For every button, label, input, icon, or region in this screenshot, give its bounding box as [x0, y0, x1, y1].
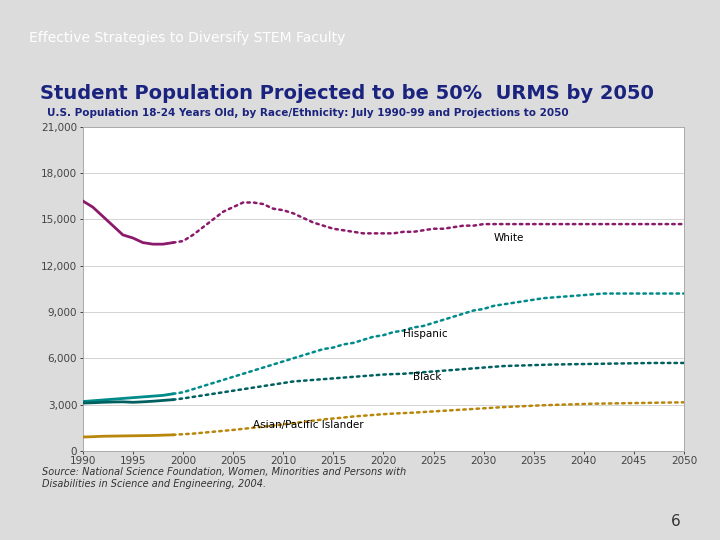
Text: 6: 6 — [670, 514, 680, 529]
Text: White: White — [494, 233, 524, 243]
Text: Asian/Pacific Islander: Asian/Pacific Islander — [253, 421, 364, 430]
Text: Source: National Science Foundation, Women, Minorities and Persons with
Disabili: Source: National Science Foundation, Wom… — [42, 467, 406, 489]
Text: Hispanic: Hispanic — [403, 329, 448, 339]
Text: U.S. Population 18-24 Years Old, by Race/Ethnicity: July 1990-99 and Projections: U.S. Population 18-24 Years Old, by Race… — [47, 108, 568, 118]
Text: Student Population Projected to be 50%  URMS by 2050: Student Population Projected to be 50% U… — [40, 84, 654, 103]
Text: Black: Black — [413, 372, 442, 382]
Text: Effective Strategies to Diversify STEM Faculty: Effective Strategies to Diversify STEM F… — [29, 31, 345, 45]
